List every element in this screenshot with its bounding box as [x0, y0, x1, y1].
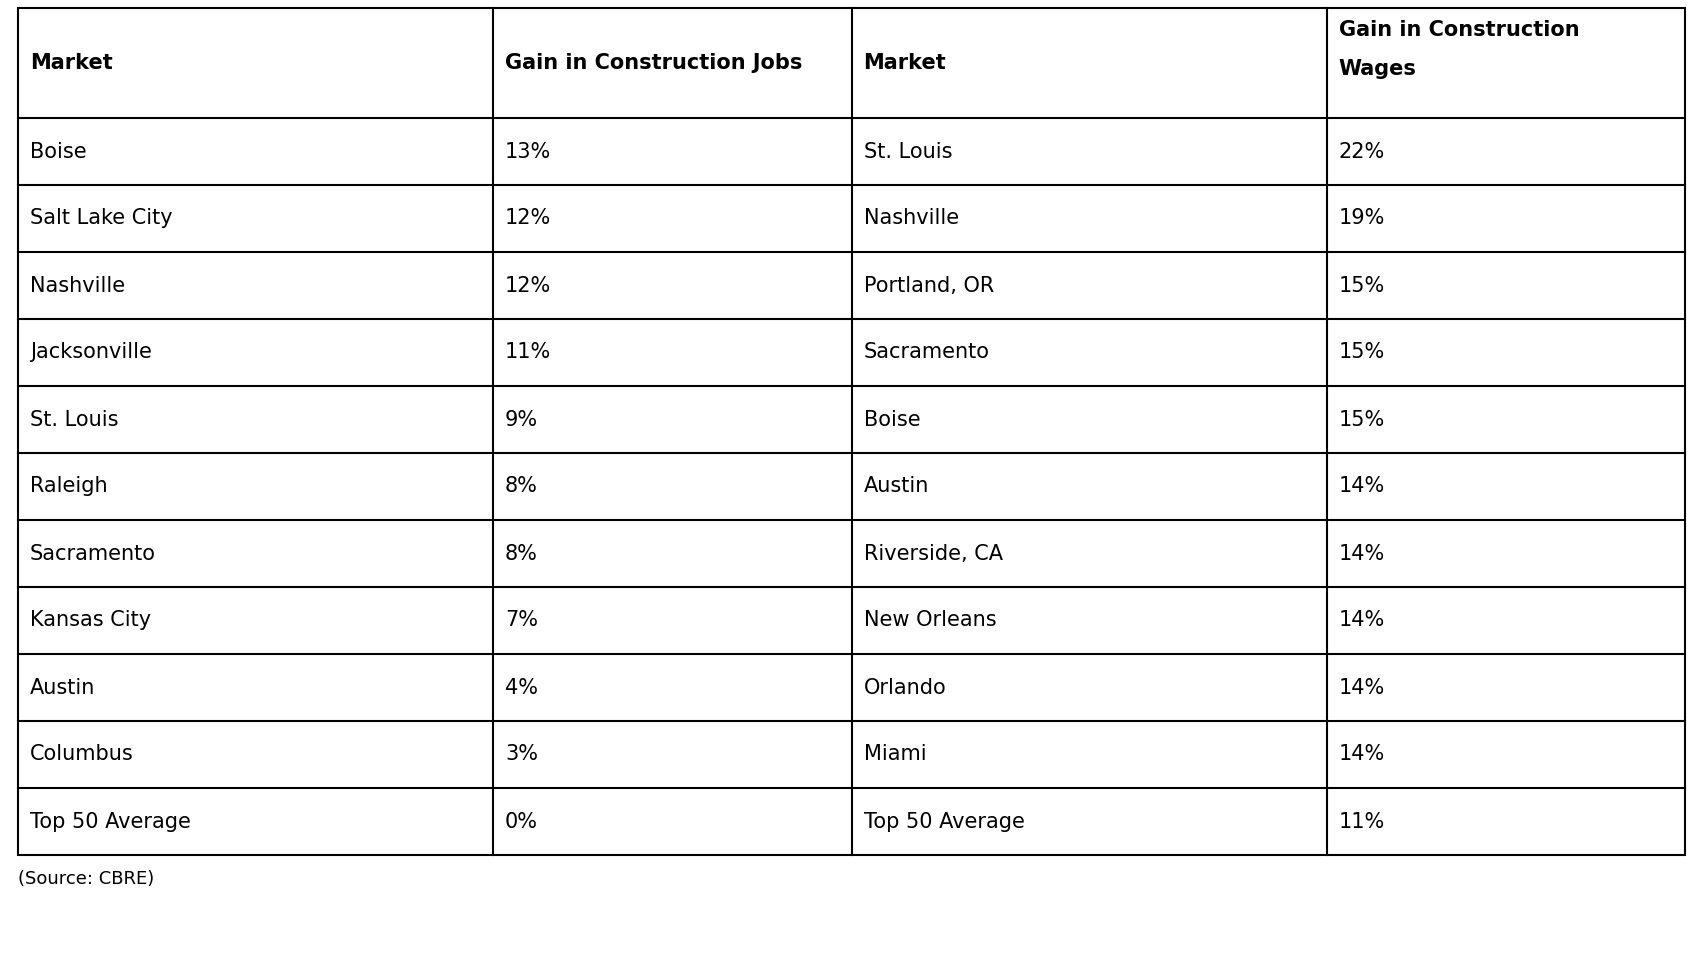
Text: Portland, OR: Portland, OR: [863, 275, 994, 295]
Text: 15%: 15%: [1338, 343, 1385, 363]
Text: Sacramento: Sacramento: [863, 343, 989, 363]
Text: 22%: 22%: [1338, 142, 1385, 161]
Text: 3%: 3%: [505, 745, 538, 764]
Text: Nashville: Nashville: [863, 208, 958, 229]
Text: 12%: 12%: [505, 208, 551, 229]
Text: 11%: 11%: [1338, 812, 1385, 832]
Text: St. Louis: St. Louis: [31, 409, 119, 429]
Text: 14%: 14%: [1338, 477, 1385, 497]
Text: 12%: 12%: [505, 275, 551, 295]
Text: 8%: 8%: [505, 543, 538, 564]
Text: 15%: 15%: [1338, 275, 1385, 295]
Text: Top 50 Average: Top 50 Average: [863, 812, 1025, 832]
Text: Boise: Boise: [863, 409, 921, 429]
Text: 13%: 13%: [505, 142, 551, 161]
Text: New Orleans: New Orleans: [863, 611, 996, 630]
Text: 4%: 4%: [505, 677, 538, 698]
Text: 14%: 14%: [1338, 677, 1385, 698]
Text: 15%: 15%: [1338, 409, 1385, 429]
Text: Kansas City: Kansas City: [31, 611, 151, 630]
Text: Gain in Construction
Wages: Gain in Construction Wages: [1338, 20, 1579, 79]
Text: Gain in Construction Jobs: Gain in Construction Jobs: [505, 53, 802, 73]
Text: 9%: 9%: [505, 409, 538, 429]
Text: 14%: 14%: [1338, 611, 1385, 630]
Text: St. Louis: St. Louis: [863, 142, 951, 161]
Text: Columbus: Columbus: [31, 745, 134, 764]
Text: (Source: CBRE): (Source: CBRE): [19, 870, 155, 888]
Text: Raleigh: Raleigh: [31, 477, 107, 497]
Text: Jacksonville: Jacksonville: [31, 343, 151, 363]
Bar: [19, 8, 1685, 855]
Text: Sacramento: Sacramento: [31, 543, 157, 564]
Text: Austin: Austin: [863, 477, 929, 497]
Text: Top 50 Average: Top 50 Average: [31, 812, 191, 832]
Text: Nashville: Nashville: [31, 275, 126, 295]
Text: Miami: Miami: [863, 745, 926, 764]
Text: 8%: 8%: [505, 477, 538, 497]
Text: 0%: 0%: [505, 812, 538, 832]
Text: Salt Lake City: Salt Lake City: [31, 208, 172, 229]
Text: Austin: Austin: [31, 677, 95, 698]
Text: Riverside, CA: Riverside, CA: [863, 543, 1002, 564]
Text: Market: Market: [31, 53, 112, 73]
Text: 7%: 7%: [505, 611, 538, 630]
Text: Market: Market: [863, 53, 946, 73]
Text: Orlando: Orlando: [863, 677, 946, 698]
Text: Boise: Boise: [31, 142, 87, 161]
Text: 11%: 11%: [505, 343, 551, 363]
Text: 14%: 14%: [1338, 745, 1385, 764]
Text: 19%: 19%: [1338, 208, 1385, 229]
Text: 14%: 14%: [1338, 543, 1385, 564]
